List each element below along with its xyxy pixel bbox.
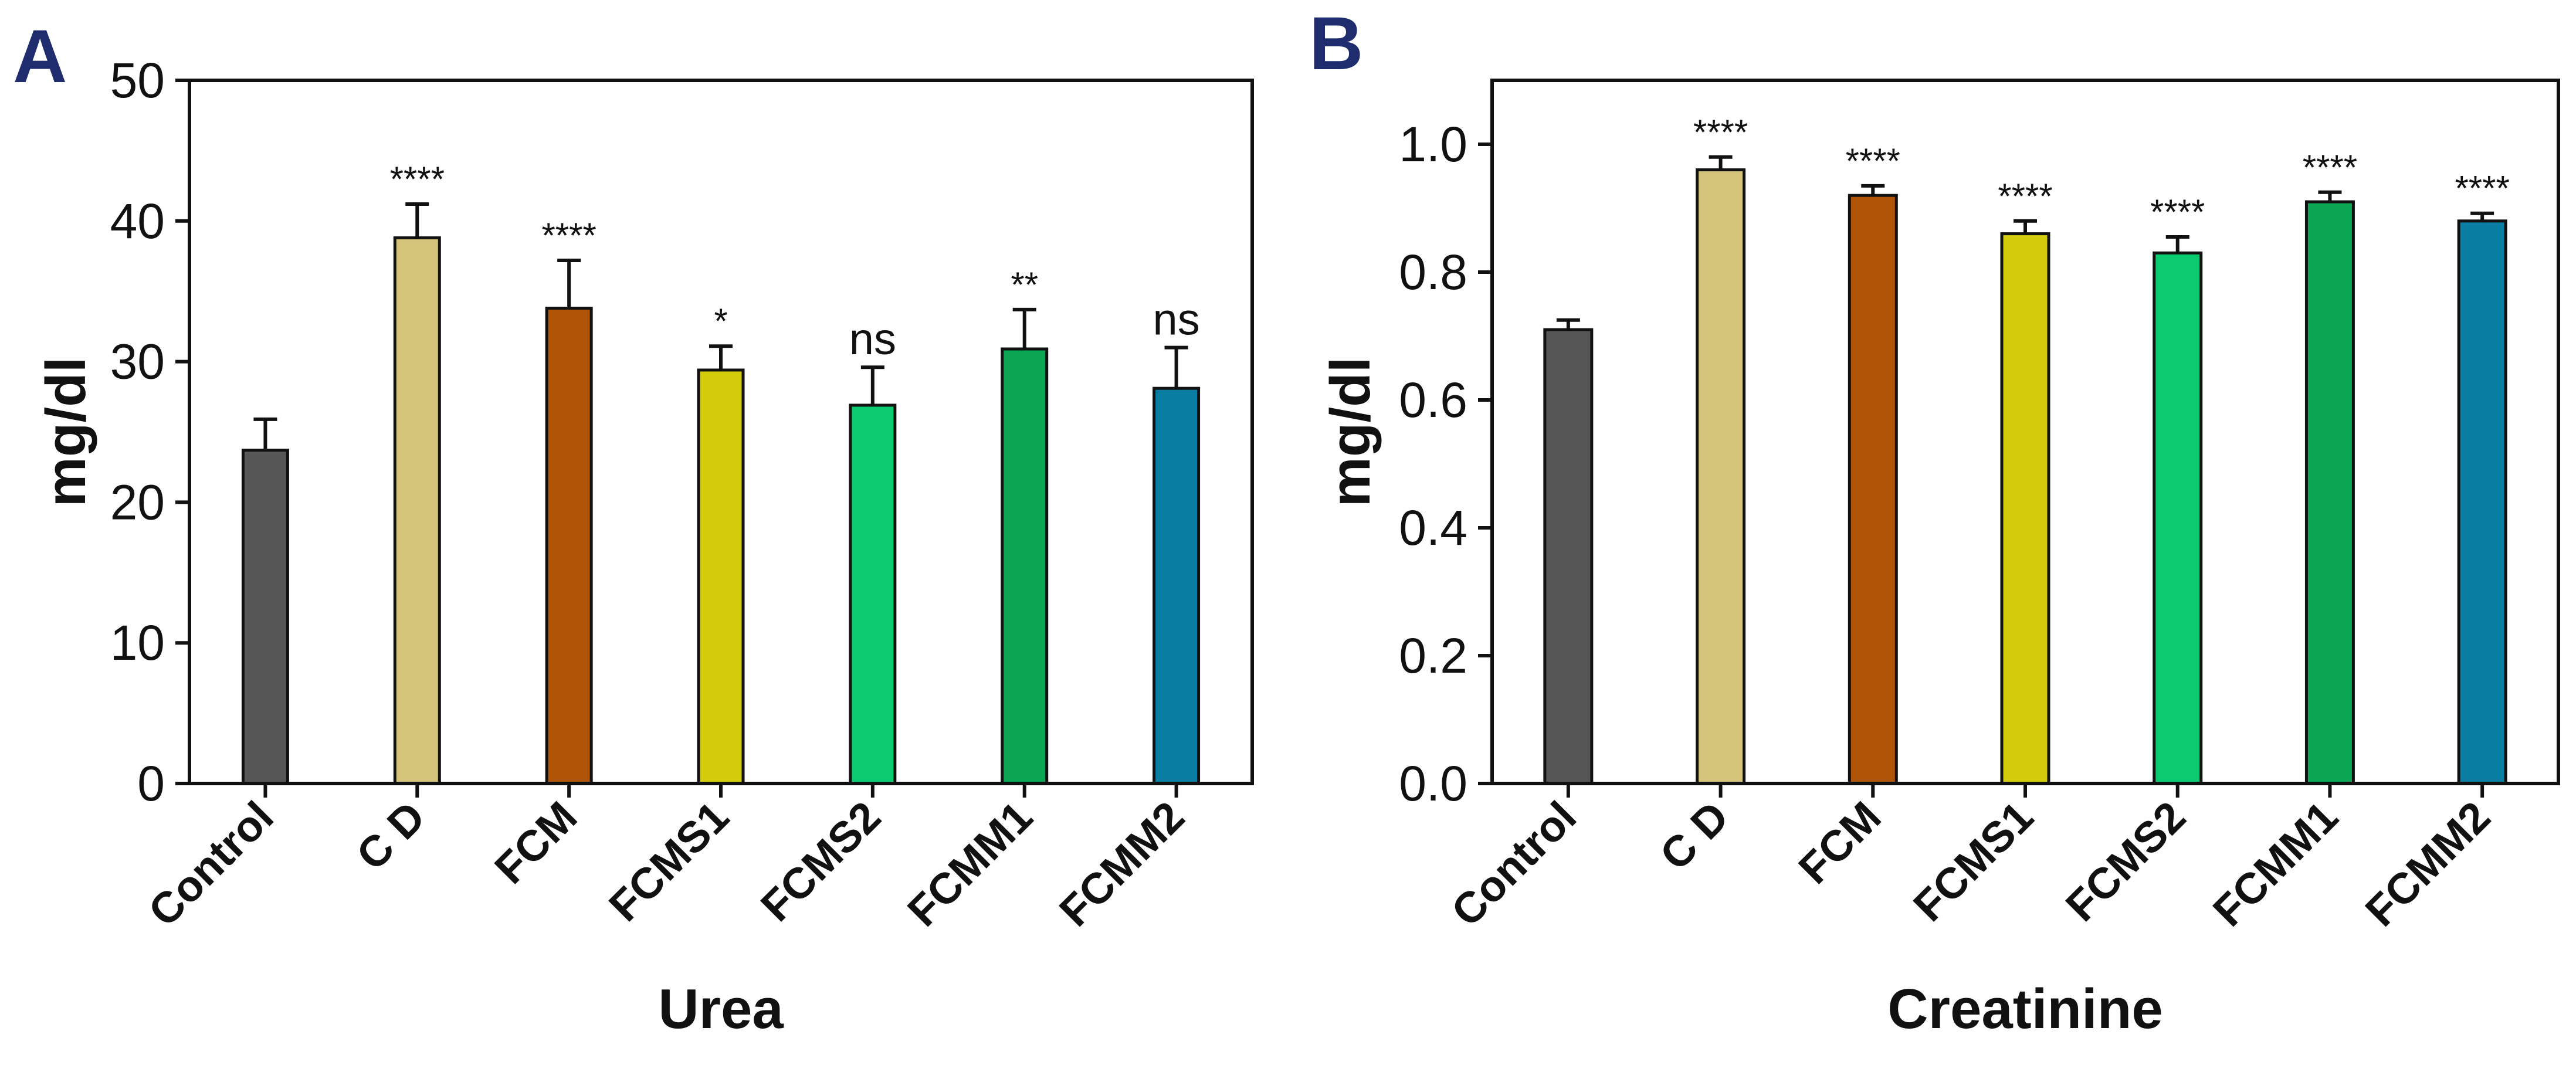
- panel-b-ytick-label-4: 0.8: [1399, 245, 1467, 300]
- panel-a-y-axis-title: mg/dl: [35, 357, 97, 507]
- panel-a-ytick-label-3: 30: [110, 334, 165, 389]
- panel-b-ytick-label-1: 0.2: [1399, 628, 1467, 683]
- panel-a-bar-7: [1153, 386, 1201, 785]
- panel-a-category-label-3: FCM: [485, 792, 586, 893]
- panel-a-bar-5: [849, 403, 897, 785]
- panel-label-b: B: [1309, 2, 1363, 86]
- panel-b-category-label-3: FCM: [1789, 792, 1890, 893]
- panel-a-significance-3: ****: [541, 216, 596, 255]
- panel-b-significance-6: ****: [2303, 148, 2357, 187]
- panel-a-category-label-6: FCMM1: [898, 792, 1042, 936]
- panel-a-bar-2: [393, 236, 441, 785]
- panel-b-bar-5: [2153, 251, 2203, 785]
- panel-a-significance-7: ns: [1153, 295, 1199, 345]
- panel-b-bar-4: [2000, 232, 2050, 785]
- panel-a-category-label-4: FCMS1: [599, 792, 738, 931]
- panel-a-ytick-label-1: 10: [110, 615, 165, 670]
- panel-b-ytick-label-0: 0.0: [1399, 756, 1467, 811]
- panel-b-category-label-5: FCMS2: [2056, 792, 2195, 931]
- panel-b-significance-4: ****: [1998, 177, 2052, 216]
- panel-a-bar-1: [241, 449, 289, 785]
- panel-b-significance-3: ****: [1846, 141, 1900, 181]
- panel-label-a: A: [13, 15, 67, 99]
- panel-b-bar-7: [2457, 219, 2507, 785]
- panel-b-x-axis-title: Creatinine: [1887, 978, 2163, 1040]
- panel-a-ytick-label-0: 0: [137, 756, 165, 811]
- panel-b-category-label-4: FCMS1: [1904, 792, 2042, 931]
- panel-a-category-label-1: Control: [139, 792, 283, 936]
- panel-a-significance-4: *: [714, 301, 727, 341]
- panel-a-category-label-2: C D: [347, 792, 435, 880]
- panel-b-category-label-7: FCMM2: [2356, 792, 2500, 936]
- panel-a-x-axis-title: Urea: [658, 978, 784, 1040]
- panel-b-ytick-label-3: 0.6: [1399, 372, 1467, 428]
- panel-b-category-label-2: C D: [1650, 792, 1738, 880]
- panel-a-bar-4: [697, 368, 745, 785]
- panel-b-significance-5: ****: [2150, 192, 2205, 232]
- panel-a-significance-2: ****: [390, 160, 445, 199]
- panel-a-bar-3: [545, 306, 593, 785]
- panel-b-bar-1: [1543, 328, 1594, 785]
- panel-b-category-label-6: FCMM1: [2204, 792, 2347, 936]
- panel-b-significance-7: ****: [2455, 169, 2509, 208]
- panel-b-ytick-label-5: 1.0: [1399, 117, 1467, 172]
- panel-b-bar-6: [2304, 200, 2355, 785]
- panel-a-bar-6: [1001, 347, 1049, 785]
- panel-a-ytick-label-4: 40: [110, 194, 165, 249]
- panel-b-bar-3: [1848, 194, 1898, 785]
- panel-a-ytick-label-5: 50: [110, 53, 165, 108]
- panel-a-ytick-label-2: 20: [110, 474, 165, 530]
- panel-b-y-axis-title: mg/dl: [1319, 357, 1382, 507]
- panel-a-significance-5: ns: [849, 314, 896, 364]
- panel-b-bar-2: [1696, 168, 1746, 785]
- panel-a-category-label-7: FCMM2: [1050, 792, 1194, 936]
- panel-b-significance-2: ****: [1693, 113, 1748, 152]
- panel-a-significance-6: **: [1011, 265, 1038, 304]
- panel-a-category-label-5: FCMS2: [751, 792, 890, 931]
- panel-b-creatinine-chart: **** **** **** **** **** **** 0.0 0.2 0.4 0.6 0.8 1…: [1319, 79, 2560, 1040]
- panel-b-ytick-label-2: 0.4: [1399, 500, 1467, 555]
- panel-b-category-label-1: Control: [1442, 792, 1585, 936]
